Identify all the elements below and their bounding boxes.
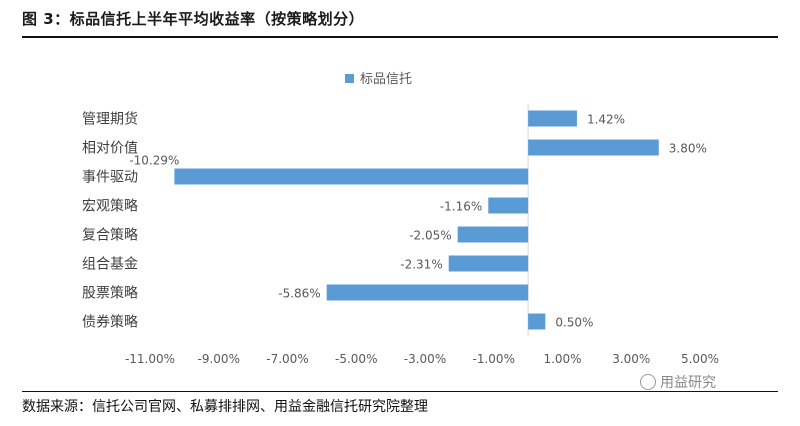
category-label: 管理期货 <box>82 111 138 128</box>
category-label: 复合策略 <box>82 227 138 244</box>
bar-4 <box>457 226 529 243</box>
bar-6 <box>326 284 529 301</box>
x-tick-label: -11.00% <box>125 352 175 366</box>
category-label: 宏观策略 <box>82 198 138 215</box>
data-label: 1.42% <box>587 113 625 127</box>
x-tick-label: -7.00% <box>266 352 308 366</box>
x-tick-label: -5.00% <box>335 352 377 366</box>
bar-1 <box>528 139 659 156</box>
data-label: 3.80% <box>669 142 707 156</box>
x-tick-label: 1.00% <box>543 352 581 366</box>
legend-label: 标品信托 <box>360 72 412 87</box>
data-label: -2.31% <box>400 258 442 272</box>
watermark: 用益研究 <box>640 372 716 392</box>
data-label: -10.29% <box>129 154 179 168</box>
data-label: -1.16% <box>440 200 482 214</box>
x-tick-label: 3.00% <box>612 352 650 366</box>
bar-7 <box>528 313 546 330</box>
bar-5 <box>448 255 529 272</box>
category-label: 相对价值 <box>82 141 138 157</box>
wechat-icon <box>640 374 656 390</box>
figure-title: 图 3：标品信托上半年平均收益率（按策略划分） <box>22 10 365 28</box>
category-label: 债券策略 <box>82 314 138 331</box>
watermark-text: 用益研究 <box>660 375 716 391</box>
x-tick-label: -1.00% <box>473 352 515 366</box>
x-tick-label: -3.00% <box>404 352 446 366</box>
bar-3 <box>488 197 529 214</box>
data-label: -5.86% <box>278 287 320 301</box>
source-note: 数据来源：信托公司官网、私募排排网、用益金融信托研究院整理 <box>22 399 428 415</box>
category-label: 股票策略 <box>82 285 138 302</box>
data-label: 0.50% <box>555 316 593 330</box>
category-label: 组合基金 <box>82 256 138 273</box>
bar-0 <box>528 110 577 127</box>
x-tick-label: 5.00% <box>681 352 719 366</box>
bar-2 <box>174 168 529 185</box>
source-rule <box>22 391 778 392</box>
data-label: -2.05% <box>409 229 451 243</box>
legend-swatch <box>345 74 354 83</box>
category-label: 事件驱动 <box>82 170 138 186</box>
x-tick-label: -9.00% <box>198 352 240 366</box>
title-rule <box>22 36 778 38</box>
